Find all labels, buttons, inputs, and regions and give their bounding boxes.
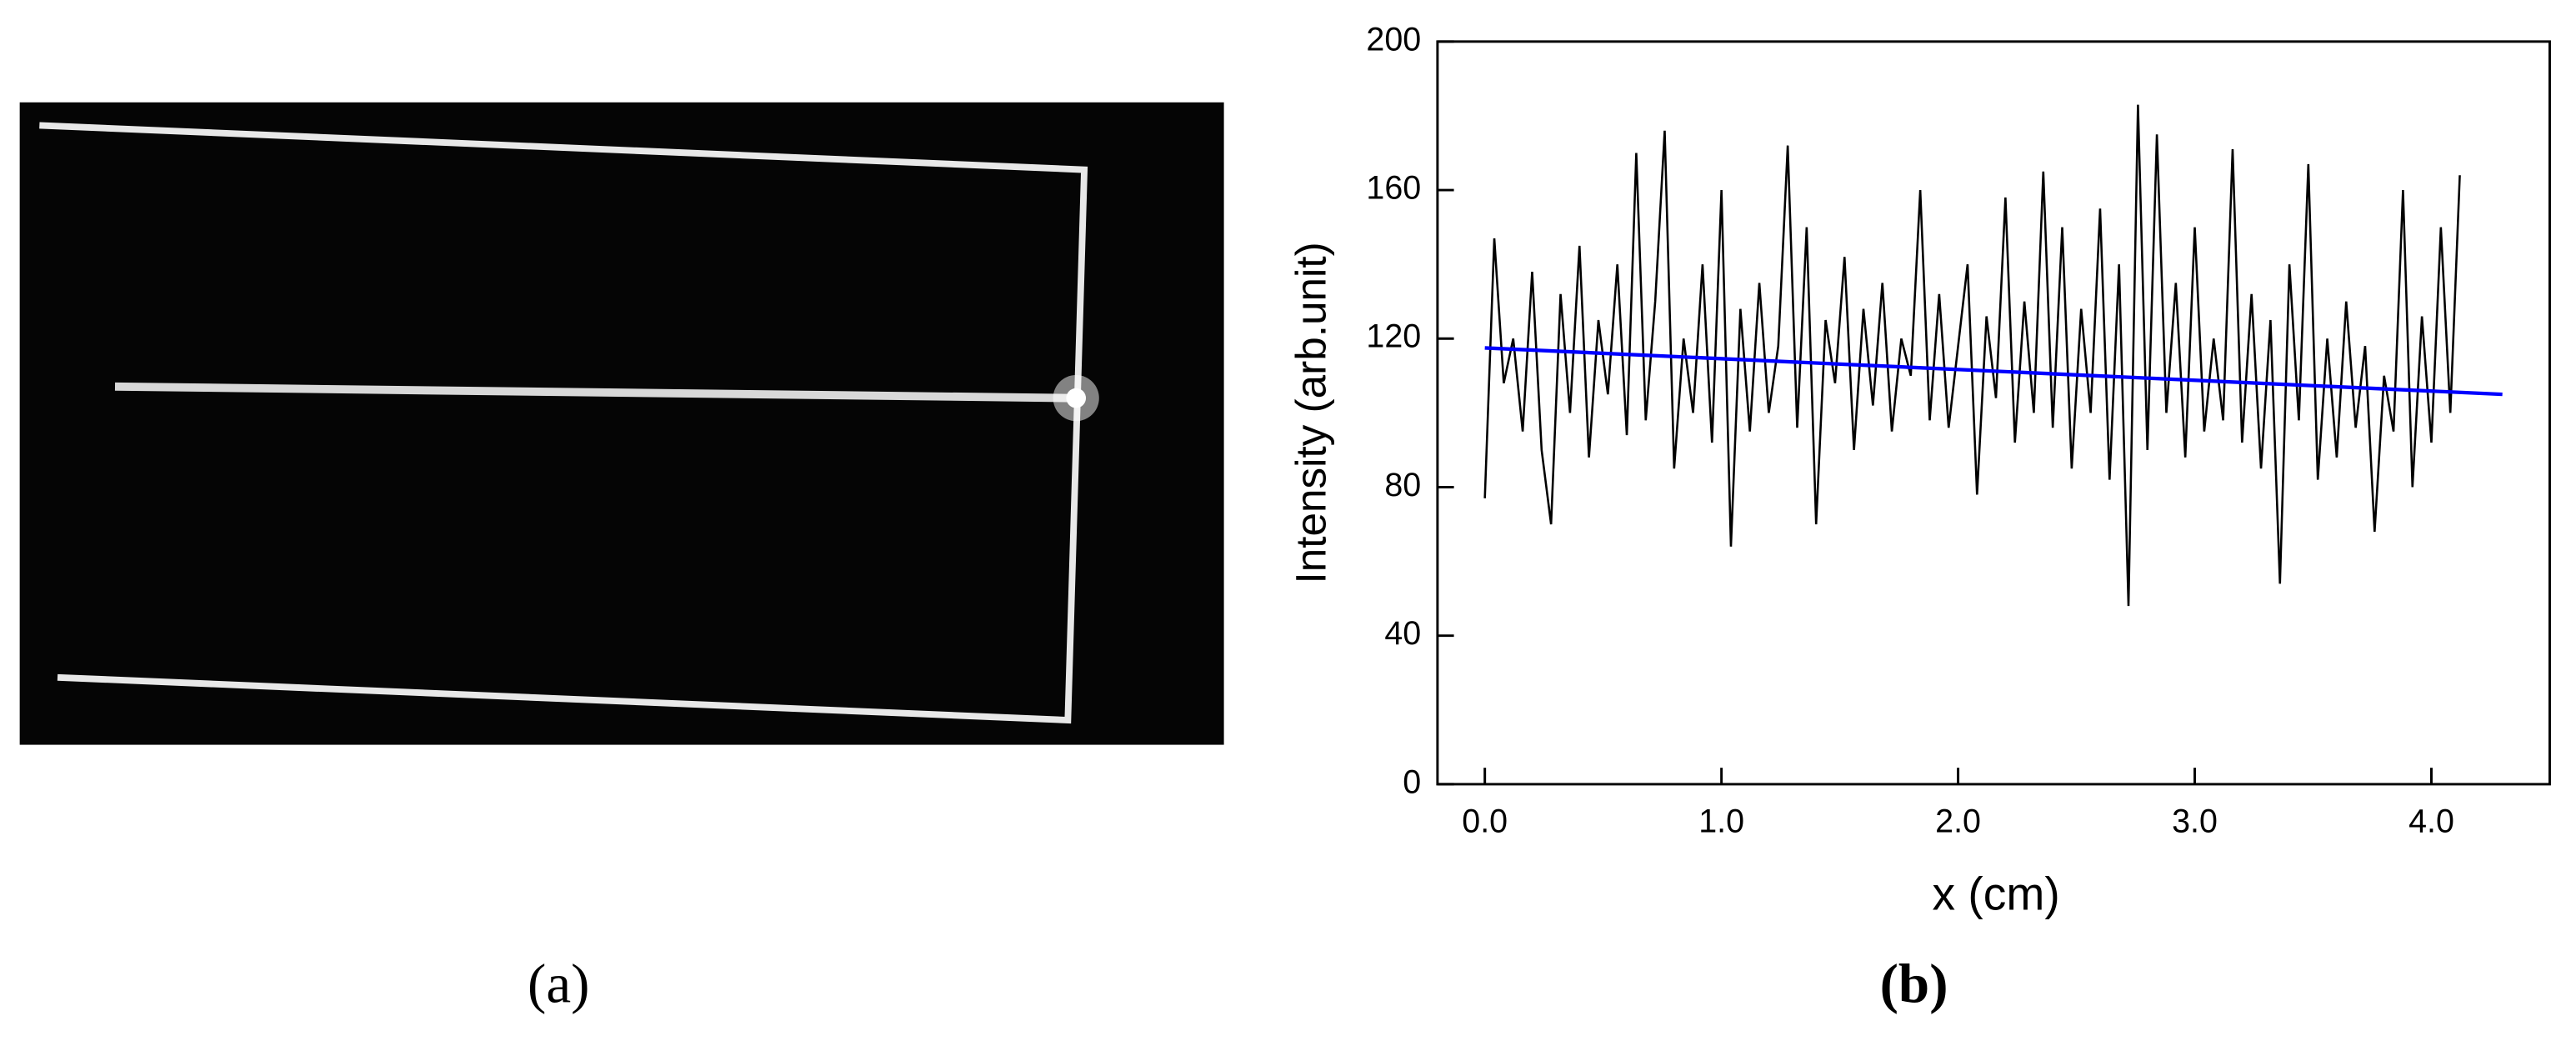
data-line (1483, 104, 2461, 607)
photo (19, 102, 1224, 745)
y-tick-label: 200 (1366, 21, 1421, 58)
x-tick-label: 1.0 (1698, 803, 1744, 840)
y-tick-label: 120 (1366, 318, 1421, 355)
panel-label: (b) (1880, 953, 1948, 1015)
x-tick-label: 0.0 (1462, 803, 1508, 840)
plot-frame (1436, 40, 2551, 786)
x-tick-label: 2.0 (1935, 803, 1981, 840)
x-tick-label: 4.0 (2408, 803, 2454, 840)
x-axis-label: x (cm) (1933, 868, 2060, 919)
data-line (1484, 346, 2503, 397)
y-tick-label: 80 (1384, 467, 1421, 503)
y-axis-label: Intensity (arb.unit) (1288, 242, 1335, 583)
panel-label: (a) (528, 953, 589, 1015)
y-tick-label: 0 (1403, 763, 1421, 800)
x-tick-label: 3.0 (2172, 803, 2218, 840)
y-tick-label: 160 (1366, 169, 1421, 206)
y-tick-label: 40 (1384, 615, 1421, 652)
